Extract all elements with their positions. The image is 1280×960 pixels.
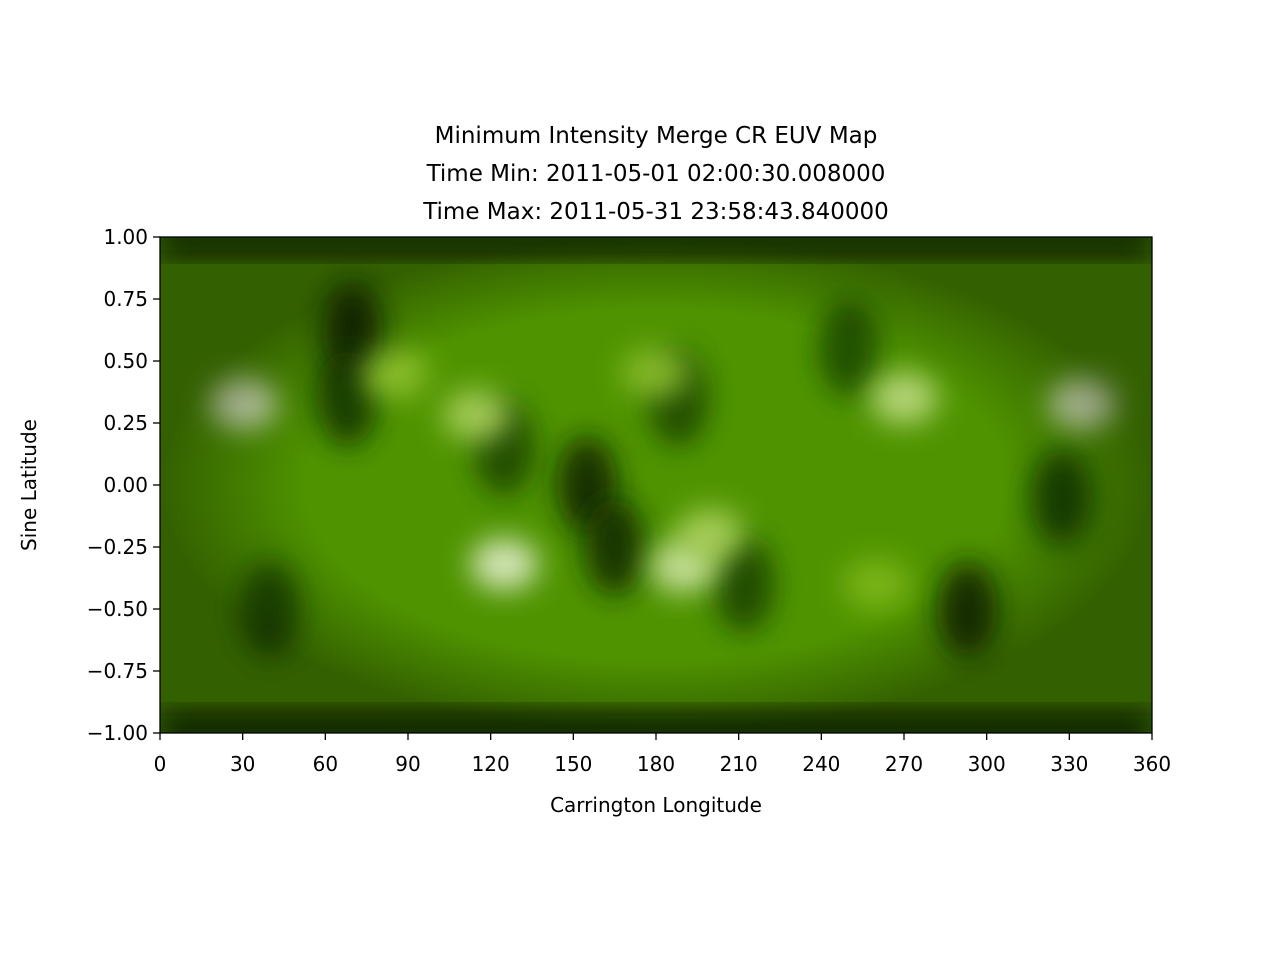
y-tick-label: 0.75	[103, 287, 148, 311]
y-tick-label: −0.75	[87, 659, 148, 683]
chart-title-line-3: Time Max: 2011-05-31 23:58:43.840000	[422, 199, 889, 225]
x-tick-label: 210	[720, 752, 758, 776]
x-axis-label: Carrington Longitude	[550, 793, 762, 817]
chart-title-line-2: Time Min: 2011-05-01 02:00:30.008000	[426, 161, 886, 187]
y-tick-label: 1.00	[103, 225, 148, 249]
x-tick-label: 30	[230, 752, 255, 776]
x-axis: 0 30 60 90 120 150 180 210 240 270 300 330 360	[154, 733, 1171, 776]
heatmap-image	[160, 237, 1152, 733]
y-tick-label: 0.25	[103, 411, 148, 435]
x-tick-label: 330	[1050, 752, 1088, 776]
y-tick-label: 0.00	[103, 473, 148, 497]
y-axis: 1.00 0.75 0.50 0.25 0.00 −0.25 −0.50 −0.75 −1.00	[87, 225, 160, 745]
x-tick-label: 60	[313, 752, 338, 776]
x-tick-label: 300	[968, 752, 1006, 776]
x-tick-label: 240	[802, 752, 840, 776]
heatmap-limb-shade	[160, 237, 1152, 733]
x-tick-label: 120	[472, 752, 510, 776]
x-tick-label: 360	[1133, 752, 1171, 776]
y-tick-label: −1.00	[87, 721, 148, 745]
y-tick-label: 0.50	[103, 349, 148, 373]
y-tick-label: −0.25	[87, 535, 148, 559]
x-tick-label: 150	[554, 752, 592, 776]
y-axis-label: Sine Latitude	[17, 419, 41, 551]
x-tick-label: 90	[395, 752, 420, 776]
chart-title-line-1: Minimum Intensity Merge CR EUV Map	[435, 123, 878, 149]
x-tick-label: 0	[154, 752, 167, 776]
x-tick-label: 270	[885, 752, 923, 776]
x-tick-label: 180	[637, 752, 675, 776]
y-tick-label: −0.50	[87, 597, 148, 621]
chart-title: Minimum Intensity Merge CR EUV Map Time …	[422, 123, 889, 225]
